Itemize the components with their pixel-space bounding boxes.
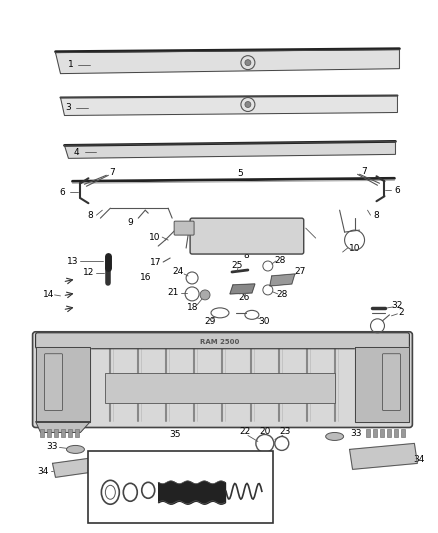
Bar: [387, 430, 391, 438]
FancyBboxPatch shape: [45, 354, 63, 410]
Text: 8: 8: [193, 239, 199, 247]
Text: 2: 2: [399, 309, 404, 317]
Bar: [88, 451, 273, 523]
Circle shape: [245, 101, 251, 108]
Text: 16: 16: [139, 273, 151, 282]
Text: 10: 10: [349, 244, 360, 253]
Circle shape: [245, 60, 251, 66]
Bar: [366, 430, 370, 438]
Text: 22: 22: [239, 427, 251, 436]
Text: 17: 17: [150, 257, 162, 266]
Text: 39: 39: [217, 495, 227, 504]
Bar: [47, 430, 51, 438]
Text: 8: 8: [88, 211, 93, 220]
Polygon shape: [60, 95, 397, 116]
Bar: [401, 430, 406, 438]
FancyBboxPatch shape: [35, 333, 410, 349]
Polygon shape: [350, 443, 417, 470]
Text: 11: 11: [294, 224, 305, 232]
Polygon shape: [53, 458, 90, 478]
Ellipse shape: [67, 446, 85, 454]
Text: 33: 33: [47, 442, 58, 451]
Text: 7: 7: [362, 167, 367, 176]
Polygon shape: [270, 274, 295, 286]
Text: 15: 15: [289, 233, 300, 243]
Text: 26: 26: [238, 293, 250, 302]
Text: 28: 28: [276, 290, 287, 300]
Polygon shape: [230, 284, 255, 294]
Text: 25: 25: [231, 261, 243, 270]
Text: 3: 3: [66, 103, 71, 112]
Text: 27: 27: [294, 268, 305, 277]
Text: 6: 6: [395, 185, 400, 195]
Polygon shape: [56, 50, 399, 74]
Text: 30: 30: [258, 317, 270, 326]
Text: 8: 8: [243, 251, 249, 260]
Text: 4: 4: [74, 148, 79, 157]
FancyBboxPatch shape: [382, 354, 400, 410]
Text: 24: 24: [173, 268, 184, 277]
Bar: [68, 430, 72, 438]
Text: 20: 20: [259, 427, 271, 436]
Text: 34: 34: [37, 467, 48, 476]
Circle shape: [200, 290, 210, 300]
Text: 8: 8: [374, 211, 379, 220]
Text: RAM 2500: RAM 2500: [200, 339, 240, 345]
Polygon shape: [35, 422, 90, 432]
Text: 7: 7: [237, 238, 243, 247]
Bar: [61, 430, 65, 438]
Text: 36: 36: [168, 467, 179, 476]
Bar: [373, 430, 377, 438]
Text: 6: 6: [60, 188, 65, 197]
Text: 37: 37: [175, 502, 186, 511]
Bar: [106, 373, 335, 402]
Text: 5: 5: [237, 169, 243, 178]
Text: 9: 9: [127, 217, 133, 227]
Bar: [380, 430, 384, 438]
Ellipse shape: [326, 432, 343, 440]
Text: 14: 14: [43, 290, 54, 300]
Text: 23: 23: [279, 427, 290, 436]
FancyBboxPatch shape: [190, 218, 304, 254]
Bar: [394, 430, 398, 438]
Polygon shape: [355, 347, 410, 422]
Bar: [75, 430, 79, 438]
Text: 12: 12: [83, 269, 94, 278]
Text: 38: 38: [194, 505, 205, 514]
Text: 19: 19: [138, 469, 148, 478]
Text: 35: 35: [170, 430, 181, 439]
Text: 42: 42: [98, 503, 109, 512]
Text: 7: 7: [254, 221, 260, 230]
Text: 32: 32: [392, 301, 403, 310]
Text: 33: 33: [350, 429, 361, 438]
Text: 1: 1: [67, 60, 73, 69]
Polygon shape: [64, 141, 396, 158]
Text: 31: 31: [50, 383, 61, 392]
Text: 40: 40: [235, 467, 245, 476]
Text: 7: 7: [187, 228, 193, 237]
Text: 34: 34: [413, 455, 425, 464]
Text: 21: 21: [167, 288, 179, 297]
Text: 13: 13: [67, 256, 78, 265]
Text: 28: 28: [274, 255, 286, 264]
Text: 41: 41: [121, 503, 131, 512]
FancyBboxPatch shape: [174, 221, 194, 235]
Text: 29: 29: [205, 317, 216, 326]
Bar: [39, 430, 43, 438]
Text: 7: 7: [110, 168, 115, 177]
FancyBboxPatch shape: [32, 332, 413, 427]
Text: 18: 18: [187, 303, 199, 312]
Bar: [54, 430, 58, 438]
Polygon shape: [35, 347, 90, 422]
Text: 10: 10: [149, 232, 161, 241]
